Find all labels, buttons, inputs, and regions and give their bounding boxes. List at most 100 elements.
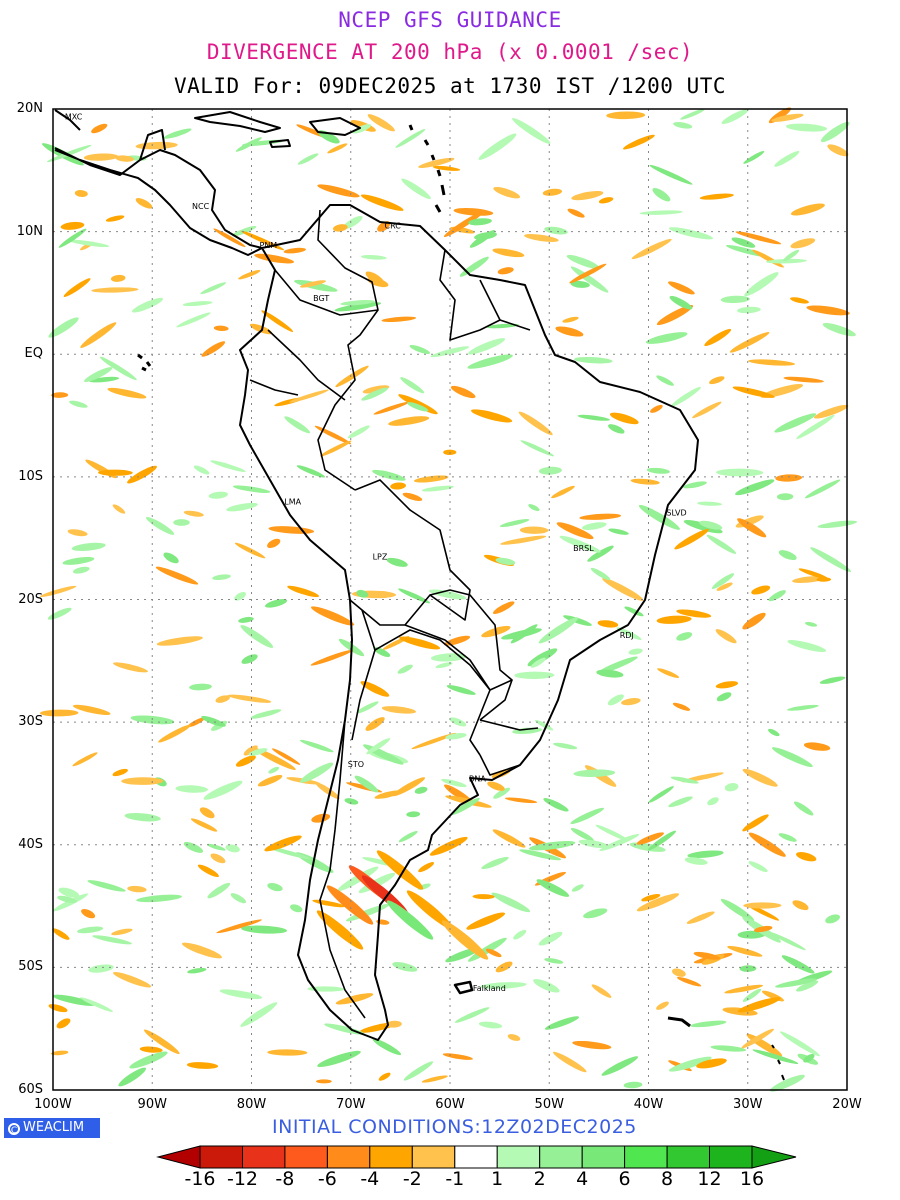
divergence-streak (676, 632, 693, 641)
divergence-streak (248, 748, 268, 756)
sandwich-islands (771, 1044, 785, 1081)
divergence-streak (769, 932, 806, 951)
divergence-streak (804, 479, 841, 499)
central-america-coastline (54, 147, 263, 256)
convergence-streak (622, 134, 655, 150)
divergence-streak (400, 377, 425, 394)
convergence-streak (715, 681, 739, 689)
divergence-streak (796, 980, 819, 992)
divergence-streak (347, 425, 370, 439)
divergence-streak (699, 520, 723, 530)
divergence-streak (668, 1056, 712, 1072)
lat-tick-label: 20N (16, 101, 43, 116)
lat-tick-label: 20S (18, 591, 43, 607)
divergence-streak (84, 367, 113, 383)
convergence-streak (630, 478, 660, 485)
convergence-streak (472, 894, 495, 900)
divergence-streak (47, 144, 92, 163)
divergence-streak (235, 137, 262, 152)
colorbar-label: -2 (402, 1168, 422, 1190)
convergence-streak (715, 629, 737, 644)
divergence-streak (187, 967, 207, 974)
divergence-streak (67, 239, 110, 248)
lon-tick-label: 90W (137, 1097, 167, 1112)
divergence-streak (366, 738, 391, 755)
lon-tick-label: 60W (435, 1097, 465, 1112)
lon-tick-label: 100W (34, 1097, 72, 1112)
divergence-streak (638, 504, 680, 530)
divergence-streak (711, 573, 735, 589)
divergence-streak (737, 930, 766, 939)
convergence-streak (378, 1072, 391, 1081)
divergence-streak (624, 606, 644, 617)
convergence-streak (609, 412, 639, 425)
convergence-streak (443, 211, 484, 238)
convergence-streak (261, 310, 294, 332)
convergence-streak (365, 717, 385, 731)
convergence-streak (466, 912, 506, 930)
colorbar-label: -4 (360, 1168, 380, 1190)
divergence-streak (345, 903, 390, 922)
title-variable: DIVERGENCE AT 200 hPa (x 0.0001 /sec) (206, 40, 694, 64)
city-label: Falkland (473, 984, 506, 993)
divergence-streak (267, 846, 311, 860)
divergence-streak (793, 801, 814, 816)
divergence-streak (344, 798, 359, 805)
divergence-streak (570, 266, 609, 293)
divergence-streak (230, 893, 247, 904)
convergence-streak (186, 1062, 219, 1069)
convergence-streak (314, 425, 352, 445)
divergence-streak (669, 295, 693, 310)
divergence-streak (716, 468, 764, 477)
convergence-streak (311, 813, 331, 823)
divergence-streak (372, 469, 406, 481)
divergence-streak (234, 591, 246, 601)
divergence-streak (182, 301, 213, 307)
divergence-streak (544, 958, 564, 964)
convergence-streak (741, 1028, 774, 1049)
divergence-streak (533, 979, 560, 993)
convergence-streak (213, 325, 229, 332)
convergence-streak (803, 742, 831, 751)
jamaica-coastline (269, 139, 291, 148)
divergence-streak (775, 978, 817, 988)
divergence-streak (356, 589, 369, 598)
convergence-streak (572, 1040, 612, 1050)
divergence-streak (183, 841, 204, 853)
divergence-streak (721, 109, 749, 125)
city-label: BGT (313, 294, 329, 303)
divergence-streak (607, 694, 624, 706)
convergence-streak (107, 387, 147, 399)
convergence-streak (105, 215, 125, 222)
divergence-streak (474, 232, 497, 240)
convergence-streak (316, 1079, 332, 1084)
divergence-streak (752, 1049, 799, 1064)
divergence-streak (189, 683, 212, 691)
divergence-streak (735, 479, 775, 496)
divergence-streak (776, 493, 794, 501)
convergence-streak (677, 976, 702, 987)
divergence-streak (616, 627, 642, 640)
convergence-streak (771, 113, 804, 122)
convergence-streak (657, 668, 680, 678)
convergence-streak (551, 485, 575, 499)
divergence-streak (697, 501, 723, 506)
lat-tick-label: 50S (18, 959, 43, 975)
divergence-streak (176, 312, 211, 328)
convergence-streak (238, 270, 261, 280)
divergence-streak (77, 926, 104, 934)
convergence-streak (51, 392, 69, 398)
divergence-streak (203, 780, 243, 800)
divergence-streak (406, 402, 429, 412)
divergence-streak (201, 715, 226, 727)
divergence-streak (656, 375, 674, 386)
convergence-streak (500, 535, 547, 545)
divergence-streak (88, 376, 120, 383)
divergence-streak (299, 739, 334, 753)
divergence-streak (805, 621, 818, 627)
divergence-streak (819, 676, 846, 684)
convergence-streak (597, 620, 619, 628)
convergence-streak (445, 795, 492, 808)
divergence-streak (129, 1051, 168, 1069)
divergence-streak (454, 1007, 490, 1023)
